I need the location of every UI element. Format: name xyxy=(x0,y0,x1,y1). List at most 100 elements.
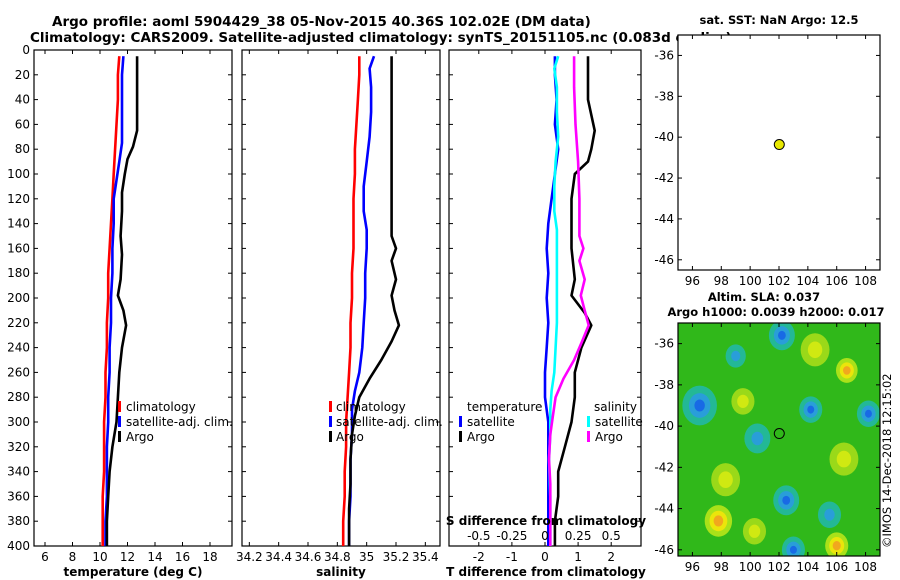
x-tick-label: 34.4 xyxy=(265,550,292,564)
sla-anomaly-patch xyxy=(843,366,851,375)
legend-salinity-heading: salinity xyxy=(594,400,637,414)
legend-swatch-climatology xyxy=(329,401,332,412)
x-tick-label: 102 xyxy=(768,274,791,288)
x-tick-label: 108 xyxy=(854,274,877,288)
sla-anomaly-patch xyxy=(751,431,764,446)
sla-anomaly-patch xyxy=(694,399,705,412)
sla-anomaly-patch xyxy=(836,450,852,468)
y-tick-label: 260 xyxy=(7,365,30,379)
salinity-legend: climatology satellite-adj. clim. Argo xyxy=(329,400,443,444)
legend-swatch-satellite-adj xyxy=(118,416,121,427)
difference-legend-temperature: temperature satellite Argo xyxy=(459,400,542,444)
x-tick-label: 100 xyxy=(739,274,762,288)
legend-swatch-argo xyxy=(329,431,332,442)
x-tick-label: 14 xyxy=(147,550,162,564)
x-tick-label: 104 xyxy=(796,560,819,574)
s-tick-label: 0.25 xyxy=(565,529,592,543)
y-tick-label: -44 xyxy=(654,502,674,516)
y-tick-label: -40 xyxy=(654,419,674,433)
difference-panel-frame xyxy=(448,49,642,547)
y-tick-label: -44 xyxy=(654,212,674,226)
series-line-argo xyxy=(105,56,139,546)
sla-anomaly-patch xyxy=(832,541,841,551)
x-tick-label: 104 xyxy=(796,274,819,288)
y-tick-label: -38 xyxy=(654,89,674,103)
temperature-legend: climatology satellite-adj. clim. Argo xyxy=(118,400,233,444)
x-tick-label: 35 xyxy=(359,550,374,564)
x-tick-label: 100 xyxy=(739,560,762,574)
y-tick-label: -46 xyxy=(654,253,674,267)
figure-title-line1: Argo profile: aoml 5904429_38 05-Nov-201… xyxy=(52,14,591,30)
legend-t-satellite: satellite xyxy=(467,415,515,429)
x-tick-label: 2 xyxy=(607,550,615,564)
s-tick-label: 0.5 xyxy=(602,529,621,543)
y-tick-label: 120 xyxy=(7,192,30,206)
legend-argo: Argo xyxy=(336,430,364,444)
x-tick-label: 18 xyxy=(202,550,217,564)
y-tick-label: -36 xyxy=(654,48,674,62)
x-tick-label: 8 xyxy=(69,550,77,564)
legend-swatch-climatology xyxy=(118,401,121,412)
x-tick-label: 16 xyxy=(175,550,190,564)
y-tick-label: 280 xyxy=(7,390,30,404)
y-tick-label: -46 xyxy=(654,543,674,557)
sla-anomaly-patch xyxy=(777,330,786,340)
temperature-panel-frame xyxy=(33,49,233,547)
legend-satellite-adj: satellite-adj. clim. xyxy=(126,415,233,429)
sst-map-frame xyxy=(677,34,881,271)
legend-swatch-t-argo xyxy=(459,431,462,442)
series-line-climatology xyxy=(341,56,361,546)
sla-anomaly-patch xyxy=(748,524,761,538)
sla-anomaly-patch xyxy=(807,405,815,414)
series-line-salinity-argo xyxy=(547,56,591,546)
x-tick-label: 35.4 xyxy=(412,550,439,564)
y-tick-label: 100 xyxy=(7,167,30,181)
s-tick-label: 0 xyxy=(541,529,549,543)
y-tick-label: 200 xyxy=(7,291,30,305)
imos-watermark: ©IMOS 14-Dec-2018 12:15:02 xyxy=(880,373,894,548)
sst-map-title: sat. SST: NaN Argo: 12.5 xyxy=(699,13,858,27)
x-tick-label: 108 xyxy=(854,560,877,574)
legend-swatch-argo xyxy=(118,431,121,442)
y-tick-label: -40 xyxy=(654,130,674,144)
legend-temperature-heading: temperature xyxy=(467,400,542,414)
y-tick-label: 20 xyxy=(15,68,30,82)
y-tick-label: 400 xyxy=(7,539,30,553)
s-difference-label: S difference from climatology xyxy=(446,514,646,528)
x-tick-label: 0 xyxy=(541,550,549,564)
x-tick-label: 96 xyxy=(685,560,700,574)
y-tick-label: 220 xyxy=(7,316,30,330)
x-tick-label: 35.2 xyxy=(383,550,410,564)
legend-climatology: climatology xyxy=(336,400,406,414)
sla-map-title-line2: Argo h1000: 0.0039 h2000: 0.017 xyxy=(667,305,884,319)
sla-anomaly-patch xyxy=(807,341,823,359)
x-tick-label: 106 xyxy=(825,560,848,574)
legend-s-satellite: satellite xyxy=(595,415,643,429)
y-tick-label: 360 xyxy=(7,489,30,503)
legend-climatology: climatology xyxy=(126,400,196,414)
sla-anomaly-patch xyxy=(713,515,724,527)
sla-anomaly-patch xyxy=(737,394,749,408)
y-tick-label: 160 xyxy=(7,241,30,255)
legend-swatch-satellite-adj xyxy=(329,416,332,427)
s-tick-label: -0.5 xyxy=(467,529,490,543)
series-line-climatology xyxy=(101,56,121,546)
y-tick-label: 240 xyxy=(7,341,30,355)
x-tick-label: 34.6 xyxy=(295,550,322,564)
x-tick-label: -2 xyxy=(473,550,485,564)
x-tick-label: 34.2 xyxy=(236,550,263,564)
y-tick-label: 0 xyxy=(22,43,30,57)
x-tick-label: 10 xyxy=(92,550,107,564)
figure-title-line2: Climatology: CARS2009. Satellite-adjuste… xyxy=(30,30,732,46)
y-tick-label: 80 xyxy=(15,142,30,156)
x-tick-label: 106 xyxy=(825,274,848,288)
argo-float-position-marker xyxy=(773,139,785,151)
argo-float-position-marker-sla xyxy=(773,428,785,440)
y-tick-label: 40 xyxy=(15,93,30,107)
x-tick-label: 1 xyxy=(574,550,582,564)
x-tick-label: 6 xyxy=(41,550,49,564)
x-tick-label: 96 xyxy=(685,274,700,288)
t-difference-xlabel: T difference from climatology xyxy=(446,565,646,579)
legend-s-argo: Argo xyxy=(595,430,623,444)
